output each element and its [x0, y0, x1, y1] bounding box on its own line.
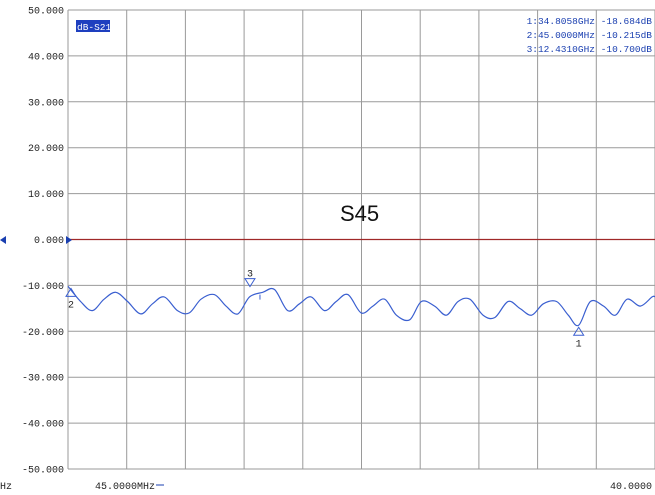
marker-readout-1: 1:34.8058GHz -18.684dB [527, 16, 653, 27]
y-axis-ticks: 50.000 40.000 30.000 20.000 10.000 0.000 -10.0… [22, 7, 64, 477]
y-tick-label: -10.000 [22, 282, 64, 293]
x-left-edge-label: Hz [0, 482, 12, 493]
y-tick-label: -50.000 [22, 466, 64, 477]
trace-badge: dB-S21 [76, 20, 112, 33]
y-tick-label: -20.000 [22, 328, 64, 339]
marker-triangle-icon [244, 278, 256, 288]
reference-pointer-left-icon [0, 236, 6, 244]
markers: 1 2 3 [65, 270, 585, 350]
y-tick-label: 0.000 [34, 236, 64, 247]
y-tick-label: 50.000 [28, 7, 64, 18]
reference-pointer-right-icon [66, 236, 72, 244]
marker-readout-3: 3:12.4310GHz -10.700dB [527, 44, 653, 55]
chart-title: S45 [340, 201, 379, 226]
marker-number: 2 [68, 300, 74, 311]
y-tick-label: 40.000 [28, 52, 64, 63]
marker-3: 3 [244, 270, 261, 300]
trace-badge-label: dB-S21 [77, 22, 112, 33]
y-tick-label: 20.000 [28, 144, 64, 155]
marker-number: 1 [576, 339, 582, 350]
trace-badge-bg [76, 20, 110, 32]
marker-readout-2: 2:45.0000MHz -10.215dB [527, 30, 653, 41]
marker-number: 3 [247, 270, 253, 281]
x-start-label: 45.0000MHz [95, 482, 155, 493]
y-tick-label: -30.000 [22, 374, 64, 385]
y-tick-label: 30.000 [28, 98, 64, 109]
trace [67, 285, 655, 327]
marker-1: 1 [572, 326, 585, 350]
marker-2: 2 [65, 287, 77, 311]
y-tick-label: -40.000 [22, 420, 64, 431]
x-end-label: 40.0000 [610, 482, 652, 493]
y-tick-label: 10.000 [28, 190, 64, 201]
marker-triangle-icon [572, 326, 585, 336]
trace-s21 [67, 285, 655, 327]
marker-triangle-icon [65, 287, 77, 297]
